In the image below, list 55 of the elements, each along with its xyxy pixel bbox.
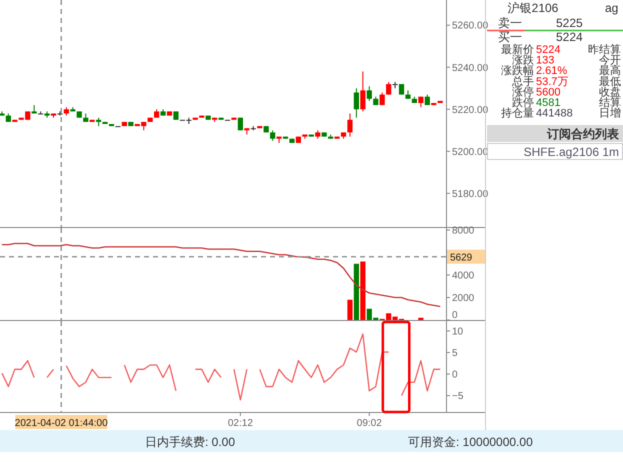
text: 2.61% (536, 65, 568, 78)
text: 最低 (599, 76, 621, 88)
candlestick (347, 113, 353, 138)
text: 跌停 (512, 97, 534, 109)
text: 涨跌幅 (501, 65, 534, 78)
text: ag (605, 1, 618, 15)
text: 昨结算 (588, 43, 621, 56)
y-tick-label: 5260.00 (452, 20, 489, 32)
candlestick (360, 70, 366, 112)
text: 2021-04-02 01:44:00 (14, 418, 108, 429)
text: 最新价 (501, 43, 534, 56)
candlestick (366, 86, 372, 102)
text: 53.7万 (536, 76, 568, 88)
text: 结算 (599, 96, 621, 109)
x-tick-label: 02:12 (228, 418, 254, 429)
y-tick-label: 5 (452, 348, 458, 359)
text: 日内手续费: 0.00 (145, 435, 236, 449)
y-tick-label: 5220.00 (452, 104, 489, 116)
candlestick (38, 110, 44, 114)
text: 持仓量 (501, 108, 534, 120)
text: 可用资金: 10000000.00 (408, 435, 534, 449)
text: 133 (536, 54, 554, 67)
y-tick-label: −5 (452, 391, 464, 402)
text: 涨停 (512, 86, 534, 98)
text: 总手 (511, 74, 534, 88)
text: SHFE.ag2106 1m (524, 145, 619, 159)
text: 5600 (536, 86, 560, 98)
text: 买一 (498, 30, 522, 44)
text: 441488 (536, 108, 573, 120)
candlestick (354, 88, 360, 118)
ref-line-label: 5629 (450, 252, 473, 264)
candlestick (270, 130, 276, 142)
y-tick-label: 5240.00 (452, 62, 489, 74)
text: 收盘 (599, 86, 621, 98)
y-tick-label: 2000 (452, 293, 475, 304)
candlestick (380, 92, 385, 106)
x-tick-label: 09:02 (356, 418, 382, 429)
text: 4581 (536, 97, 560, 109)
text: 最高 (599, 64, 621, 78)
text: 5224 (556, 30, 584, 44)
y-tick-label: 10 (452, 326, 464, 338)
text: 5225 (556, 16, 584, 30)
text: 沪银2106 (508, 1, 559, 15)
text: 卖一 (498, 16, 522, 30)
y-tick-label: 5180.00 (452, 188, 489, 200)
candlestick (386, 81, 392, 96)
candlestick (418, 96, 424, 108)
y-tick-label: 8000 (452, 226, 475, 237)
text: 日增 (599, 108, 621, 120)
y-tick-label: 0 (452, 370, 458, 381)
candlestick (238, 117, 243, 131)
y-tick-label: 0 (452, 310, 458, 321)
text: 5224 (536, 44, 560, 56)
y-tick-label: 4000 (452, 270, 475, 282)
text: 订阅合约列表 (546, 127, 620, 141)
